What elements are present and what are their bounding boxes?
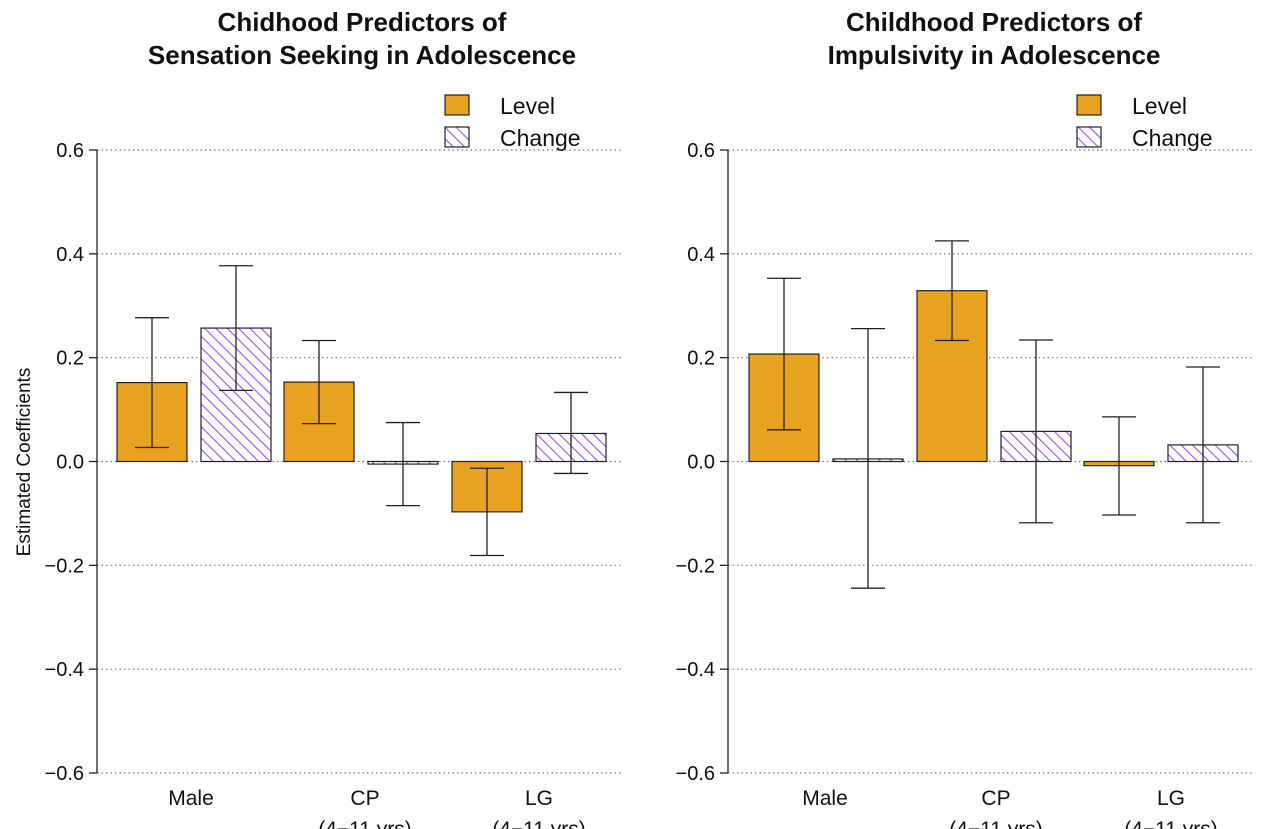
legend-label-level: Level xyxy=(1132,93,1187,119)
category-label: (4−11 yrs) xyxy=(1124,818,1218,829)
category-label: (4−11 yrs) xyxy=(318,818,412,829)
y-tick-label: 0.4 xyxy=(687,244,715,266)
chart-title: Impulsivity in Adolescence xyxy=(828,40,1161,70)
category-label: LG xyxy=(1157,787,1185,810)
chart-title: Sensation Seeking in Adolescence xyxy=(148,40,576,70)
category-label: CP xyxy=(350,787,379,810)
legend-swatch-change xyxy=(444,126,470,148)
y-tick-label: 0.0 xyxy=(56,452,84,474)
y-tick-label: −0.4 xyxy=(45,659,84,681)
category-label: CP xyxy=(981,787,1010,810)
y-tick-label: 0.4 xyxy=(56,244,84,266)
y-tick-label: 0.6 xyxy=(687,140,715,162)
legend-swatch-level xyxy=(1076,94,1102,116)
y-tick-label: 0.0 xyxy=(687,452,715,474)
legend-swatch-level xyxy=(444,94,470,116)
y-tick-label: 0.2 xyxy=(56,348,84,370)
category-label: (4−11 yrs) xyxy=(492,818,586,829)
y-tick-label: −0.2 xyxy=(676,555,715,577)
y-tick-label: 0.2 xyxy=(687,348,715,370)
legend-swatch-change xyxy=(1076,126,1102,148)
chart-title: Childhood Predictors of xyxy=(846,7,1142,37)
legend-label-change: Change xyxy=(1132,125,1213,151)
y-axis-label: Estimated Coefficients xyxy=(14,368,35,557)
category-label: Male xyxy=(802,787,848,810)
y-tick-label: 0.6 xyxy=(56,140,84,162)
y-tick-label: −0.6 xyxy=(45,763,84,785)
category-label: LG xyxy=(525,787,553,810)
y-tick-label: −0.2 xyxy=(45,555,84,577)
category-label: Male xyxy=(168,787,214,810)
legend-label-change: Change xyxy=(500,125,581,151)
chart-title: Chidhood Predictors of xyxy=(218,7,507,37)
category-label: (4−11 yrs) xyxy=(949,818,1043,829)
legend-label-level: Level xyxy=(500,93,555,119)
y-tick-label: −0.4 xyxy=(676,659,715,681)
y-tick-label: −0.6 xyxy=(676,763,715,785)
